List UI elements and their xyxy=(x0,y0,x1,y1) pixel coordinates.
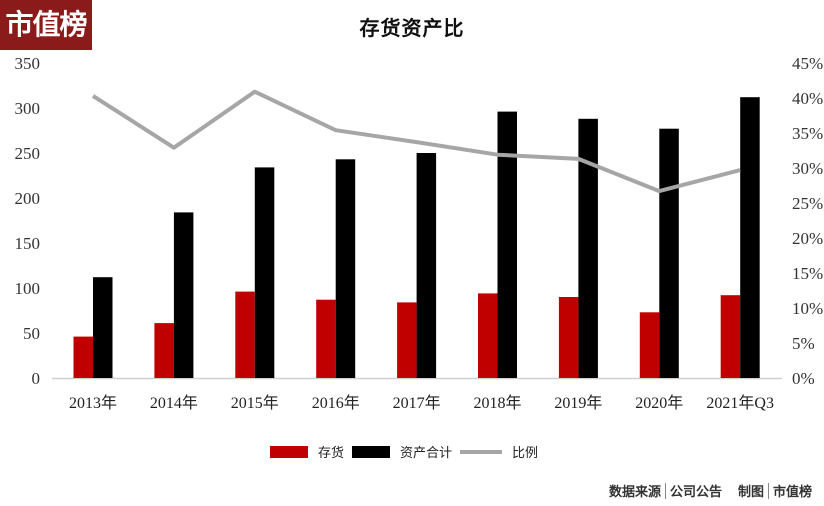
footer-credits: 数据来源 公司公告 制图 市值榜 xyxy=(609,481,812,500)
y2-tick-label: 30% xyxy=(792,159,823,178)
chart-title: 存货资产比 xyxy=(359,16,465,40)
divider xyxy=(664,482,666,499)
legend-swatch-total-assets xyxy=(352,445,391,458)
y-tick-label: 350 xyxy=(15,54,41,73)
y-tick-label: 150 xyxy=(15,234,41,253)
bar-total-assets xyxy=(740,97,760,378)
bar-total-assets xyxy=(335,159,356,378)
bar-inventory xyxy=(235,291,255,378)
x-tick-label: 2019年 xyxy=(554,394,602,412)
y2-tick-label: 40% xyxy=(792,89,823,108)
bar-inventory xyxy=(73,336,93,378)
y-tick-label: 100 xyxy=(15,279,41,298)
bar-total-assets xyxy=(93,277,113,378)
legend-swatch-ratio xyxy=(460,449,503,454)
chart-plot: 0 50 100 150 200 250 300 350 0% 5% 10% 15% 20% 25% 30… xyxy=(15,54,824,412)
y-tick-label: 300 xyxy=(15,99,41,118)
bar-inventory xyxy=(397,302,417,378)
legend-label: 资产合计 xyxy=(400,446,453,461)
bar-total-assets xyxy=(416,153,437,378)
source-label: 数据来源 xyxy=(608,485,661,500)
legend-label: 存货 xyxy=(318,446,345,461)
x-tick-label: 2013年 xyxy=(69,394,117,412)
y2-tick-label: 10% xyxy=(792,299,823,318)
y2-tick-label: 5% xyxy=(792,334,815,353)
legend-item-ratio: 比例 xyxy=(460,442,538,461)
legend: 存货 资产合计 比例 xyxy=(270,442,546,461)
y-tick-label: 0 xyxy=(32,369,41,388)
y2-tick-label: 0% xyxy=(792,369,815,388)
y2-tick-label: 25% xyxy=(792,194,823,213)
x-tick-label: 2020年 xyxy=(635,394,683,412)
x-tick-label: 2017年 xyxy=(393,394,441,412)
y-axis-left: 0 50 100 150 200 250 300 350 xyxy=(15,54,41,388)
x-tick-label: 2018年 xyxy=(473,394,521,412)
x-tick-label: 2021年Q3 xyxy=(706,394,774,412)
logo: 市值榜 xyxy=(0,0,92,50)
bar-inventory xyxy=(154,323,174,378)
bar-total-assets xyxy=(497,111,517,378)
bar-inventory xyxy=(558,297,579,378)
bar-total-assets xyxy=(659,128,679,378)
bar-inventory xyxy=(478,293,498,378)
ratio-line xyxy=(91,89,741,194)
x-tick-label: 2015年 xyxy=(231,394,279,412)
bar-inventory xyxy=(720,295,741,378)
y2-tick-label: 20% xyxy=(792,229,823,248)
legend-label: 比例 xyxy=(512,446,539,461)
divider xyxy=(767,482,769,499)
bar-inventory xyxy=(316,299,336,378)
bars xyxy=(73,97,760,379)
x-tick-label: 2014年 xyxy=(150,394,198,412)
legend-item-inventory: 存货 xyxy=(270,442,344,461)
y-tick-label: 200 xyxy=(15,189,41,208)
y2-tick-label: 15% xyxy=(792,264,823,283)
y-axis-right: 0% 5% 10% 15% 20% 25% 30% 35% 40% 45% xyxy=(792,54,823,388)
y-tick-label: 250 xyxy=(15,144,41,163)
bar-inventory xyxy=(639,312,660,378)
y2-tick-label: 45% xyxy=(792,54,823,73)
bar-total-assets xyxy=(578,118,598,379)
bar-total-assets xyxy=(173,212,194,378)
y2-tick-label: 35% xyxy=(792,124,823,143)
made-by-value: 市值榜 xyxy=(772,485,812,500)
bar-total-assets xyxy=(254,167,275,378)
x-tick-label: 2016年 xyxy=(312,394,360,412)
made-by-label: 制图 xyxy=(737,485,764,500)
source-value: 公司公告 xyxy=(669,485,722,500)
legend-swatch-inventory xyxy=(270,445,308,458)
y-tick-label: 50 xyxy=(23,324,40,343)
x-axis-labels: 2013年 2014年 2015年 2016年 2017年 2018年 2019年 2020年… xyxy=(69,394,774,412)
ratio-polyline xyxy=(91,89,741,194)
legend-item-total-assets: 资产合计 xyxy=(352,442,452,461)
